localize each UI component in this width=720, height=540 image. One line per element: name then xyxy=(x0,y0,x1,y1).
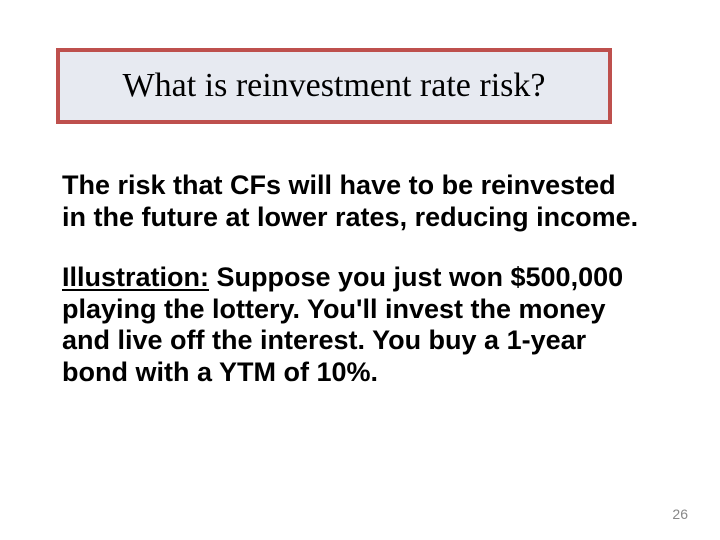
page-number: 26 xyxy=(672,506,688,522)
illustration-label: Illustration: xyxy=(62,262,209,292)
slide-title: What is reinvestment rate risk? xyxy=(123,67,546,105)
paragraph-illustration: Illustration: Suppose you just won $500,… xyxy=(62,262,642,389)
slide: What is reinvestment rate risk? The risk… xyxy=(0,0,720,540)
paragraph-definition: The risk that CFs will have to be reinve… xyxy=(62,170,642,234)
slide-body: The risk that CFs will have to be reinve… xyxy=(62,170,642,417)
title-box: What is reinvestment rate risk? xyxy=(56,48,612,124)
